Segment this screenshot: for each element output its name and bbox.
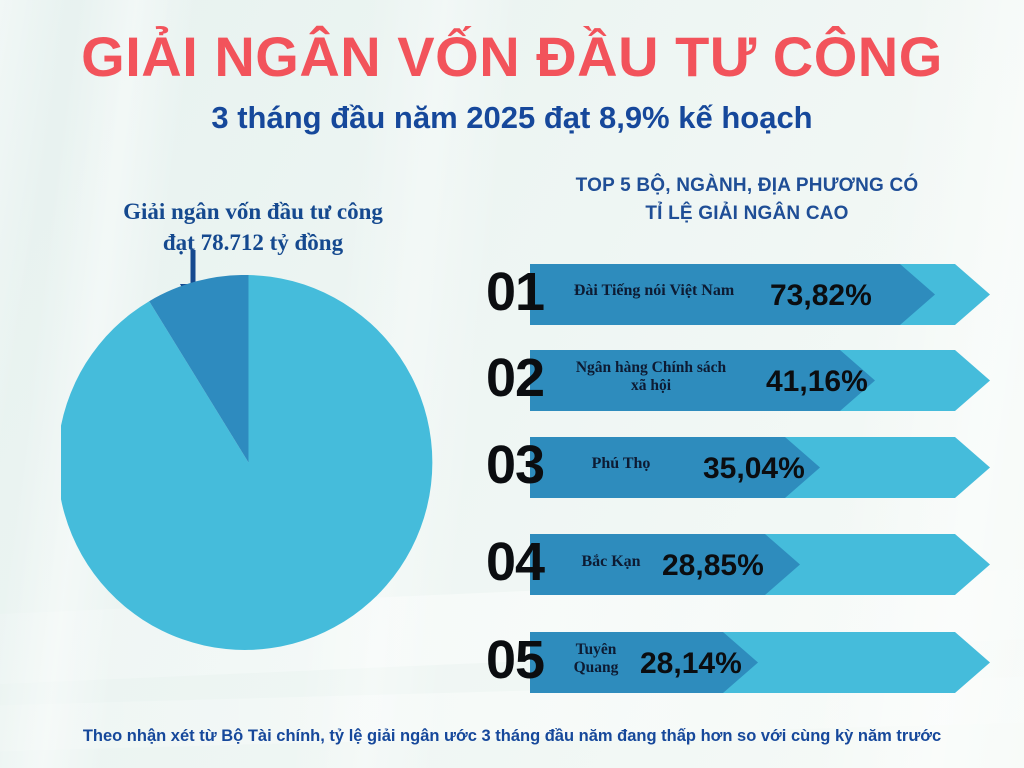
bar-fill-4	[530, 534, 800, 595]
ranking-number-2: 02	[486, 348, 545, 408]
ranking-value-1: 73,82%	[770, 279, 872, 312]
bar-fill-5	[530, 632, 758, 693]
ranking-heading-line2: TỈ LỆ GIẢI NGÂN CAO	[645, 202, 849, 224]
page-title: GIẢI NGÂN VỐN ĐẦU TƯ CÔNG	[81, 25, 943, 88]
bar-fill-3	[530, 437, 820, 498]
ranking-value-4: 28,85%	[662, 549, 764, 582]
ranking-name-2: Ngân hàng Chính sách xã hội	[575, 359, 727, 394]
ranking-name-5: Tuyên Quang	[573, 641, 619, 676]
ranking-number-3: 03	[486, 435, 545, 495]
footer-note: Theo nhận xét từ Bộ Tài chính, tỷ lệ giả…	[82, 727, 942, 745]
ranking-heading: TOP 5 BỘ, NGÀNH, ĐỊA PHƯƠNG CÓ TỈ LỆ GIẢ…	[470, 172, 1024, 227]
pie-slice-disbursed	[149, 275, 249, 463]
ranking-value-2: 41,16%	[766, 365, 868, 398]
bar-fill-2	[530, 350, 875, 411]
ranking-name-3: Phú Thọ	[591, 455, 651, 472]
pie-chart	[61, 275, 433, 650]
ranking-name-1: Đài Tiếng nói Việt Nam	[573, 282, 735, 299]
ranking-heading-line1: TOP 5 BỘ, NGÀNH, ĐỊA PHƯƠNG CÓ	[575, 175, 919, 196]
ranking-number-1: 01	[486, 262, 545, 322]
ranking-number-4: 04	[486, 532, 545, 592]
pie-caption-line1: Giải ngân vốn đầu tư công	[123, 199, 383, 224]
ranking-number-5: 05	[486, 630, 545, 690]
ranking-value-5: 28,14%	[640, 647, 742, 680]
page-subtitle: 3 tháng đầu năm 2025 đạt 8,9% kế hoạch	[211, 100, 813, 135]
pie-slice-remaining	[61, 275, 433, 650]
ranking-name-4: Bắc Kạn	[581, 553, 641, 570]
ranking-value-3: 35,04%	[703, 452, 805, 485]
bar-fill-1	[530, 264, 935, 325]
